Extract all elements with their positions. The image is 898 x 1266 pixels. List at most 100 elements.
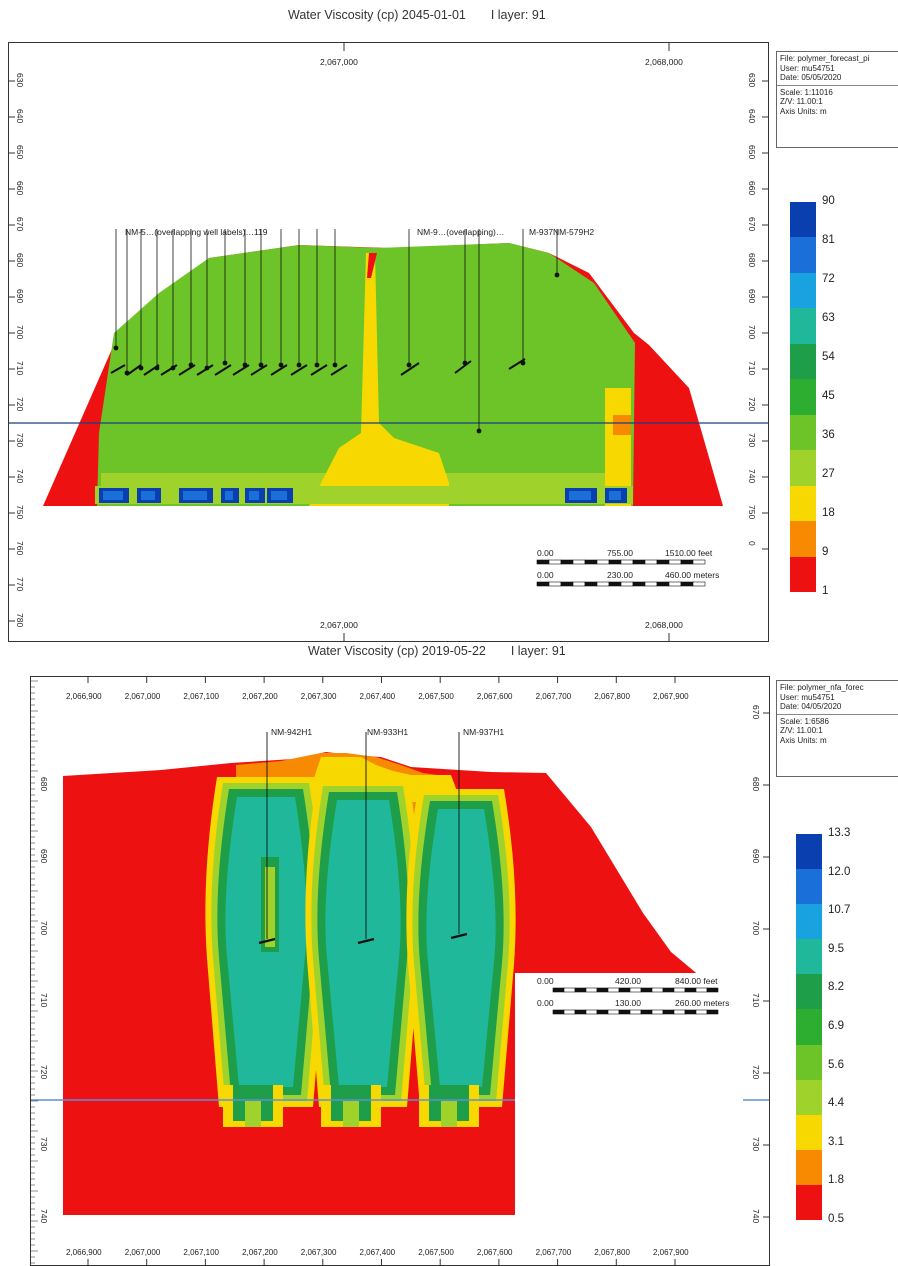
scale-segment bbox=[680, 581, 694, 587]
depth-label: 690 bbox=[39, 849, 49, 863]
legend-swatch bbox=[790, 308, 816, 345]
legend-label: 9 bbox=[822, 546, 829, 558]
legend-swatch bbox=[790, 485, 816, 522]
scale-segment bbox=[560, 581, 574, 587]
x-tick-label: 2,067,000 bbox=[125, 1248, 161, 1257]
scale-segment bbox=[632, 559, 646, 565]
top-title-text: Water Viscosity (cp) 2045-01-01 bbox=[288, 8, 466, 22]
scale-label: 420.00 bbox=[615, 976, 641, 986]
bottom-section-canvas: NM-942H1 NM-933H1 NM-937H1 2,066,900 2,066,9… bbox=[31, 677, 769, 1265]
depth-label: 700 bbox=[751, 921, 761, 935]
top-section-view[interactable]: NM-5…(overlapping well labels)…119 NM-9…(… bbox=[8, 42, 769, 642]
high-viscosity-cell bbox=[569, 491, 591, 500]
depth-label: 700 bbox=[39, 921, 49, 935]
legend-label: 4.4 bbox=[828, 1097, 844, 1110]
depth-label: 780 bbox=[15, 613, 25, 627]
depth-label: 720 bbox=[747, 397, 757, 411]
depth-label: 710 bbox=[751, 993, 761, 1007]
viscosity-hotspot bbox=[367, 253, 377, 278]
scale-segment bbox=[620, 559, 634, 565]
scale-segment bbox=[608, 581, 622, 587]
depth-label: 710 bbox=[747, 361, 757, 375]
well-label: NM-933H1 bbox=[367, 727, 408, 737]
bottom-panel-title: Water Viscosity (cp) 2019-05-22 I layer:… bbox=[308, 644, 566, 658]
scale-segment bbox=[572, 581, 586, 587]
legend-color-bar bbox=[790, 202, 816, 593]
well-lateral bbox=[400, 362, 420, 376]
scale-segment bbox=[644, 581, 658, 587]
depth-label: 710 bbox=[39, 993, 49, 1007]
scale-segment bbox=[584, 581, 598, 587]
depth-label: 730 bbox=[39, 1137, 49, 1151]
depth-label: 680 bbox=[747, 253, 757, 267]
scale-segment bbox=[585, 1009, 598, 1015]
scale-label: 230.00 bbox=[607, 570, 633, 580]
legend-label: 45 bbox=[822, 390, 835, 402]
depth-label: 740 bbox=[747, 469, 757, 483]
scale-label: 0.00 bbox=[537, 998, 554, 1008]
legend-label: 3.1 bbox=[828, 1135, 844, 1148]
legend-label: 90 bbox=[822, 195, 835, 207]
high-viscosity-cell bbox=[249, 491, 259, 500]
x-tick-label: 2,067,600 bbox=[477, 1248, 513, 1257]
well-lateral bbox=[357, 937, 375, 945]
scale-label: 0.00 bbox=[537, 976, 554, 986]
depth-label: 640 bbox=[747, 109, 757, 123]
bottom-info-units: Axis Units: m bbox=[780, 735, 827, 745]
well-label: NM-937H1 bbox=[463, 727, 504, 737]
depth-label: 730 bbox=[15, 433, 25, 447]
x-tick-label: 2,067,500 bbox=[418, 1248, 454, 1257]
legend-swatch bbox=[796, 1044, 822, 1081]
depth-label: 670 bbox=[747, 217, 757, 231]
depth-label: 740 bbox=[15, 469, 25, 483]
scale-label: 755.00 bbox=[607, 548, 633, 558]
scale-segment bbox=[596, 1009, 609, 1015]
plume-tail bbox=[343, 1101, 359, 1127]
scale-segment bbox=[632, 581, 646, 587]
well-marker bbox=[554, 272, 560, 278]
well-marker bbox=[332, 362, 338, 368]
scale-segment bbox=[618, 1009, 631, 1015]
legend-swatch bbox=[790, 343, 816, 380]
scale-segment bbox=[668, 581, 682, 587]
depth-label: 670 bbox=[15, 217, 25, 231]
scale-segment bbox=[584, 559, 598, 565]
legend-label: 12.0 bbox=[828, 865, 851, 878]
scale-segment bbox=[548, 559, 562, 565]
x-tick-label: 2,068,000 bbox=[645, 620, 683, 630]
viscosity-zone-yellow bbox=[309, 253, 449, 506]
x-tick-label: 2,066,900 bbox=[66, 1248, 102, 1257]
well-marker bbox=[296, 362, 302, 368]
depth-label: 710 bbox=[15, 361, 25, 375]
scale-segment bbox=[668, 559, 682, 565]
scale-segment bbox=[640, 1009, 653, 1015]
x-tick-label: 2,067,300 bbox=[301, 692, 337, 701]
well-lateral bbox=[143, 364, 160, 376]
bottom-info-scale: Scale: 1:6586 bbox=[780, 716, 829, 726]
scale-segment bbox=[563, 1009, 576, 1015]
x-tick-label: 2,067,200 bbox=[242, 692, 278, 701]
depth-label: 750 bbox=[15, 505, 25, 519]
legend-swatch bbox=[790, 414, 816, 451]
top-info-file: File: polymer_forecast_pi bbox=[780, 54, 870, 63]
base-layer bbox=[95, 486, 633, 504]
scale-segment bbox=[552, 1009, 565, 1015]
bottom-info-user: User: mu54751 bbox=[780, 692, 835, 702]
x-tick-label: 2,067,000 bbox=[320, 620, 358, 630]
high-viscosity-cell bbox=[183, 491, 207, 500]
scale-segment bbox=[552, 987, 565, 993]
legend-label: 8.2 bbox=[828, 981, 844, 994]
well-label-last: NM-579H2 bbox=[553, 227, 594, 237]
bottom-info-date: Date: 04/05/2020 bbox=[780, 702, 842, 711]
x-tick-label: 2,068,000 bbox=[645, 57, 683, 67]
x-tick-label: 2,067,700 bbox=[536, 1248, 572, 1257]
bottom-info-file: File: polymer_nfa_forec bbox=[780, 683, 864, 692]
bottom-section-view[interactable]: NM-942H1 NM-933H1 NM-937H1 2,066,900 2,066,9… bbox=[30, 676, 770, 1266]
scale-segment bbox=[662, 987, 675, 993]
legend-swatch bbox=[790, 272, 816, 309]
well-lateral bbox=[232, 364, 250, 376]
well-lateral bbox=[214, 364, 232, 376]
legend-label: 36 bbox=[822, 429, 835, 441]
scale-segment bbox=[618, 987, 631, 993]
scale-segment bbox=[608, 559, 622, 565]
